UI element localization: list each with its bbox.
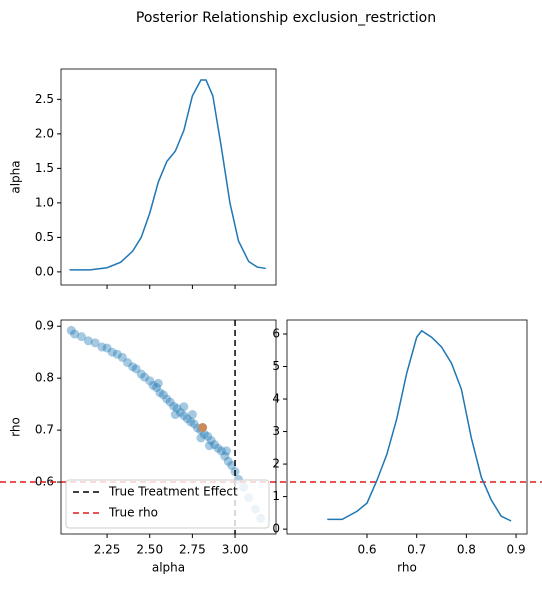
plot-area bbox=[69, 79, 266, 271]
y-tick-label: 0.7 bbox=[35, 423, 54, 437]
axes-frame bbox=[60, 319, 277, 535]
x-tick-label: 0.6 bbox=[357, 543, 376, 557]
figure-title: Posterior Relationship exclusion_restric… bbox=[136, 10, 436, 26]
y-axis-label: rho bbox=[9, 417, 23, 437]
scatter-point bbox=[123, 358, 133, 368]
y-tick-label: 0.0 bbox=[35, 264, 54, 278]
scatter-point bbox=[196, 433, 206, 443]
scatter-point bbox=[158, 390, 168, 400]
y-tick-label: 1.5 bbox=[35, 161, 54, 175]
scatter-point bbox=[175, 407, 185, 417]
x-tick-label: 0.9 bbox=[507, 543, 526, 557]
scatter-point bbox=[203, 431, 213, 441]
density-line bbox=[327, 329, 512, 522]
density-line bbox=[69, 79, 266, 271]
scatter-point bbox=[172, 403, 182, 413]
y-tick-label: 0.8 bbox=[35, 371, 54, 385]
y-tick-label: 1.0 bbox=[35, 195, 54, 209]
y-tick-label: 5 bbox=[272, 359, 280, 373]
scatter-point bbox=[107, 347, 117, 357]
scatter-point bbox=[76, 332, 86, 342]
scatter-point bbox=[204, 441, 214, 451]
scatter-point bbox=[136, 369, 146, 379]
x-tick-label: 3.00 bbox=[222, 543, 249, 557]
x-tick-label: 0.8 bbox=[457, 543, 476, 557]
scatter-point bbox=[131, 364, 141, 374]
y-tick-label: 0 bbox=[272, 522, 280, 536]
y-tick-label: 3 bbox=[272, 424, 280, 438]
y-tick-label: 2 bbox=[272, 457, 280, 471]
scatter-point bbox=[210, 440, 220, 450]
scatter-point bbox=[112, 349, 122, 359]
scatter-point bbox=[162, 394, 172, 404]
scatter-point bbox=[128, 362, 138, 372]
scatter-point bbox=[227, 460, 237, 470]
scatter-point bbox=[222, 446, 232, 456]
legend-label: True rho bbox=[108, 506, 158, 520]
scatter-point bbox=[145, 376, 155, 386]
scatter-point bbox=[199, 429, 209, 439]
y-tick-label: 0.9 bbox=[35, 319, 54, 333]
scatter-point bbox=[165, 397, 175, 407]
scatter-point bbox=[186, 417, 196, 427]
scatter-point bbox=[179, 402, 189, 412]
y-tick-label: 4 bbox=[272, 392, 280, 406]
x-tick-label: 0.7 bbox=[407, 543, 426, 557]
y-tick-label: 2.5 bbox=[35, 92, 54, 106]
legend: True Treatment Effect True rho bbox=[65, 479, 270, 529]
scatter-point bbox=[220, 451, 230, 461]
scatter-point bbox=[148, 380, 158, 390]
highlight-point bbox=[198, 423, 208, 433]
plot-area bbox=[327, 329, 512, 522]
scatter-point bbox=[117, 352, 127, 362]
scatter-point bbox=[83, 336, 93, 346]
scatter-point bbox=[213, 443, 223, 453]
scatter-point bbox=[153, 378, 163, 388]
x-tick-label: 2.25 bbox=[94, 543, 121, 557]
scatter-point bbox=[66, 325, 76, 335]
scatter-point bbox=[216, 446, 226, 456]
scatter-point bbox=[206, 436, 216, 446]
scatter-point bbox=[187, 410, 197, 420]
scatter-point bbox=[140, 372, 150, 382]
scatter-point bbox=[179, 411, 189, 421]
legend-box bbox=[65, 479, 270, 529]
y-tick-label: 1 bbox=[272, 489, 280, 503]
scatter-point bbox=[70, 329, 80, 339]
scatter-point bbox=[90, 338, 100, 348]
x-axis-label: rho bbox=[397, 561, 417, 575]
axes-frame bbox=[60, 68, 277, 286]
axes-frame bbox=[286, 319, 528, 535]
y-tick-label: 2.0 bbox=[35, 126, 54, 140]
y-axis-label: alpha bbox=[9, 160, 23, 193]
scatter-point bbox=[189, 419, 199, 429]
scatter-point bbox=[97, 342, 107, 352]
y-tick-label: 0.5 bbox=[35, 230, 54, 244]
scatter-point bbox=[102, 343, 112, 353]
scatter-point bbox=[152, 383, 162, 393]
x-axis-label: alpha bbox=[152, 561, 185, 575]
y-tick-label: 6 bbox=[272, 326, 280, 340]
scatter-point bbox=[182, 414, 192, 424]
x-tick-label: 2.50 bbox=[136, 543, 163, 557]
scatter-point bbox=[155, 388, 165, 398]
plot-area bbox=[66, 325, 266, 523]
scatter-point bbox=[223, 456, 233, 466]
scatter-point bbox=[169, 401, 179, 411]
x-tick-label: 2.75 bbox=[179, 543, 206, 557]
legend-label: True Treatment Effect bbox=[108, 485, 238, 499]
scatter-point bbox=[170, 410, 180, 420]
